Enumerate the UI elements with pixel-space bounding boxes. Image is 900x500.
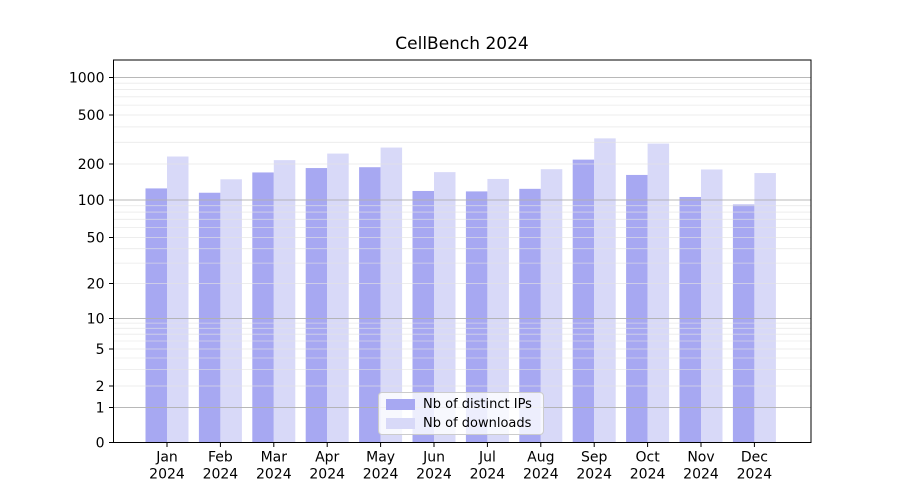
legend-swatch-downloads — [386, 417, 415, 429]
minor-gridlines — [113, 82, 811, 371]
legend: Nb of distinct IPs Nb of downloads — [378, 392, 544, 435]
legend-item-distinct-ips: Nb of distinct IPs — [386, 397, 543, 412]
axes-frame — [113, 59, 812, 443]
x-tick-label-jul: Jul 2024 — [470, 450, 506, 483]
x-tick-label-aug: Aug 2024 — [523, 450, 559, 483]
bar-downloads-feb — [220, 179, 242, 443]
x-tick-label-feb: Feb 2024 — [203, 450, 239, 483]
x-tick-label-jun: Jun 2024 — [416, 450, 452, 483]
y-tick-label-200: 200 — [78, 157, 105, 173]
legend-label-downloads: Nb of downloads — [423, 415, 532, 431]
bar-distinct-ips-mar — [252, 172, 274, 443]
bar-downloads-may — [380, 147, 403, 443]
chart-title: CellBench 2024 — [395, 34, 529, 54]
bar-downloads-jan — [167, 156, 189, 443]
bar-downloads-aug — [540, 169, 563, 443]
x-tick-label-oct: Oct 2024 — [630, 450, 666, 483]
x-tick-label-sep: Sep 2024 — [576, 450, 612, 483]
x-tick-label-may: May 2024 — [363, 450, 399, 483]
x-tick-label-dec: Dec 2024 — [737, 450, 773, 483]
bar-distinct-ips-sep — [572, 159, 595, 443]
bar-downloads-jun — [434, 172, 456, 443]
bar-distinct-ips-feb — [198, 192, 221, 443]
bar-distinct-ips-jun — [412, 190, 434, 443]
bar-downloads-dec — [754, 173, 776, 443]
y-tick-label-2: 2 — [96, 379, 105, 395]
y-tick-label-500: 500 — [78, 108, 105, 124]
bar-distinct-ips-jul — [465, 191, 488, 443]
y-tick-label-20: 20 — [87, 277, 105, 293]
legend-item-downloads: Nb of downloads — [386, 416, 543, 431]
x-tick-label-apr: Apr 2024 — [309, 450, 345, 483]
bar-distinct-ips-aug — [519, 188, 541, 443]
y-tick-label-1: 1 — [96, 401, 105, 417]
bar-downloads-sep — [594, 138, 616, 443]
bar-distinct-ips-oct — [626, 174, 648, 443]
x-tick-label-jan: Jan 2024 — [149, 450, 185, 483]
bar-downloads-oct — [647, 143, 670, 443]
legend-label-distinct-ips: Nb of distinct IPs — [423, 396, 532, 412]
y-tick-label-10: 10 — [87, 312, 105, 328]
bar-downloads-apr — [327, 153, 349, 443]
y-tick-label-0: 0 — [96, 436, 105, 452]
bar-distinct-ips-apr — [305, 168, 328, 443]
y-tick-label-5: 5 — [96, 342, 105, 358]
x-tick-label-mar: Mar 2024 — [256, 450, 292, 483]
y-tick-label-1000: 1000 — [69, 71, 105, 87]
bar-downloads-nov — [701, 169, 723, 443]
bar-downloads-jul — [487, 178, 509, 443]
y-tick-label-50: 50 — [87, 231, 105, 247]
x-tick-label-nov: Nov 2024 — [683, 450, 719, 483]
legend-swatch-distinct-ips — [386, 398, 415, 410]
y-tick-label-100: 100 — [78, 193, 105, 209]
bar-distinct-ips-jan — [145, 188, 167, 443]
bar-downloads-mar — [273, 160, 296, 443]
bar-distinct-ips-may — [359, 167, 381, 443]
bar-distinct-ips-nov — [679, 196, 701, 443]
